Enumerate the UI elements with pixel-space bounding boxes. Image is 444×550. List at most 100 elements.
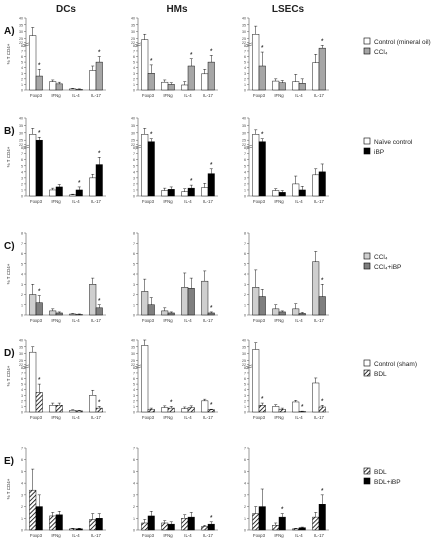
bar: [318, 47, 326, 91]
y-tick-label: 30: [19, 352, 23, 356]
y-tick-label: 2: [21, 182, 23, 186]
significance-star: *: [321, 488, 324, 495]
x-tick-label: IL-4: [72, 199, 80, 204]
axis-break-mark: [22, 42, 30, 46]
y-tick-label: 7: [21, 49, 23, 53]
y-tick-label: 8: [244, 366, 246, 370]
x-tick-label: Foxp3: [30, 93, 43, 98]
bar: [95, 61, 103, 91]
y-tick-label: 7: [21, 371, 23, 375]
x-tick-label: IL-4: [295, 415, 303, 420]
y-tick-label: 2: [21, 399, 23, 403]
legend-swatch: [363, 262, 371, 270]
x-tick-label: IL-4: [295, 533, 303, 538]
y-tick-label: 6: [21, 158, 23, 162]
x-tick-label: Foxp3: [142, 93, 155, 98]
bar: [318, 296, 326, 316]
y-tick-label: 22: [19, 143, 23, 147]
y-axis-label: % T CD4+: [6, 478, 11, 499]
bar: [49, 189, 57, 197]
bar: [187, 187, 195, 197]
panel-d: D)Control (sham)BDL0123456782225303540% …: [4, 339, 417, 421]
y-tick-label: 5: [21, 470, 23, 474]
y-tick-label: 3: [21, 176, 23, 180]
x-tick-label: IL-17: [314, 199, 324, 204]
bar: [181, 287, 189, 316]
x-tick-label: Foxp3: [30, 199, 43, 204]
y-tick-label: 7: [133, 371, 135, 375]
bar: [147, 73, 155, 91]
y-tick-label: 1: [244, 303, 246, 307]
y-tick-label: 4: [21, 66, 23, 70]
x-tick-label: IL-17: [314, 415, 324, 420]
bar: [258, 405, 266, 413]
x-tick-label: Foxp3: [30, 318, 43, 323]
y-tick-label: 7: [133, 49, 135, 53]
y-tick-label: 5: [21, 262, 23, 266]
significance-star: *: [281, 507, 284, 514]
y-tick-label: 3: [133, 176, 135, 180]
y-tick-label: 7: [21, 447, 23, 451]
y-tick-label: 1: [244, 405, 246, 409]
y-tick-label: 7: [133, 242, 135, 246]
y-tick-label: 3: [244, 493, 246, 497]
bar: [35, 302, 43, 316]
y-tick-label: 1: [133, 405, 135, 409]
bar: [69, 528, 77, 531]
axis-break-mark: [22, 44, 30, 48]
legend-swatch: [363, 477, 371, 485]
bar: [207, 173, 215, 197]
y-tick-label: 4: [133, 482, 135, 486]
bar: [298, 189, 306, 197]
y-tick-label: 7: [133, 447, 135, 451]
panel-c: C) CCl₄ CCl₄+iBP 0 1 2 3 4 5 6 7 8 % T CD4+ Foxp3 IFNg…: [4, 232, 401, 324]
y-tick-label: 25: [131, 139, 135, 143]
bar: [292, 81, 300, 91]
column-title-dcs: DCs: [55, 4, 76, 15]
y-tick-label: 8: [244, 232, 246, 236]
legend-label: BDL: [374, 469, 387, 476]
bar: [147, 408, 155, 413]
y-tick-label: 30: [242, 30, 246, 34]
bar: [69, 410, 77, 413]
y-tick-label: 2: [244, 77, 246, 81]
y-tick-label: 7: [244, 49, 246, 53]
bar: [95, 164, 103, 197]
x-tick-label: IFNg: [274, 415, 284, 420]
y-tick-label: 6: [244, 458, 246, 462]
y-tick-label: 5: [133, 383, 135, 387]
bar: [278, 192, 286, 197]
x-tick-label: IL-4: [72, 318, 80, 323]
bar: [29, 351, 37, 413]
y-tick-label: 25: [131, 37, 135, 41]
y-tick-label: 3: [244, 283, 246, 287]
subplot-lsecs: 0 1 2 3 4 5 6 7 Foxp3 IFNg IL-4 IL-17 * *: [244, 447, 329, 538]
axis-break-mark: [134, 144, 142, 148]
x-tick-label: Foxp3: [253, 199, 266, 204]
legend-label: iBP: [374, 149, 384, 156]
x-tick-label: IL-4: [72, 533, 80, 538]
y-tick-label: 2: [133, 505, 135, 509]
y-tick-label: 25: [19, 359, 23, 363]
y-tick-label: 2: [133, 182, 135, 186]
bar: [55, 514, 63, 531]
y-tick-label: 5: [244, 470, 246, 474]
y-tick-label: 3: [133, 72, 135, 76]
bar: [298, 313, 306, 316]
bar: [89, 70, 97, 91]
y-tick-label: 0: [21, 89, 23, 93]
y-tick-label: 4: [244, 170, 246, 174]
legend-swatch: [363, 147, 371, 155]
y-axis-label: % T CD4+: [6, 146, 11, 167]
y-tick-label: 25: [19, 37, 23, 41]
y-tick-label: 22: [19, 363, 23, 367]
y-tick-label: 8: [21, 44, 23, 48]
significance-star: *: [98, 298, 101, 305]
x-tick-label: IL-4: [184, 415, 192, 420]
bar: [272, 406, 280, 413]
y-tick-label: 4: [244, 66, 246, 70]
y-tick-label: 30: [242, 352, 246, 356]
bar: [298, 527, 306, 531]
